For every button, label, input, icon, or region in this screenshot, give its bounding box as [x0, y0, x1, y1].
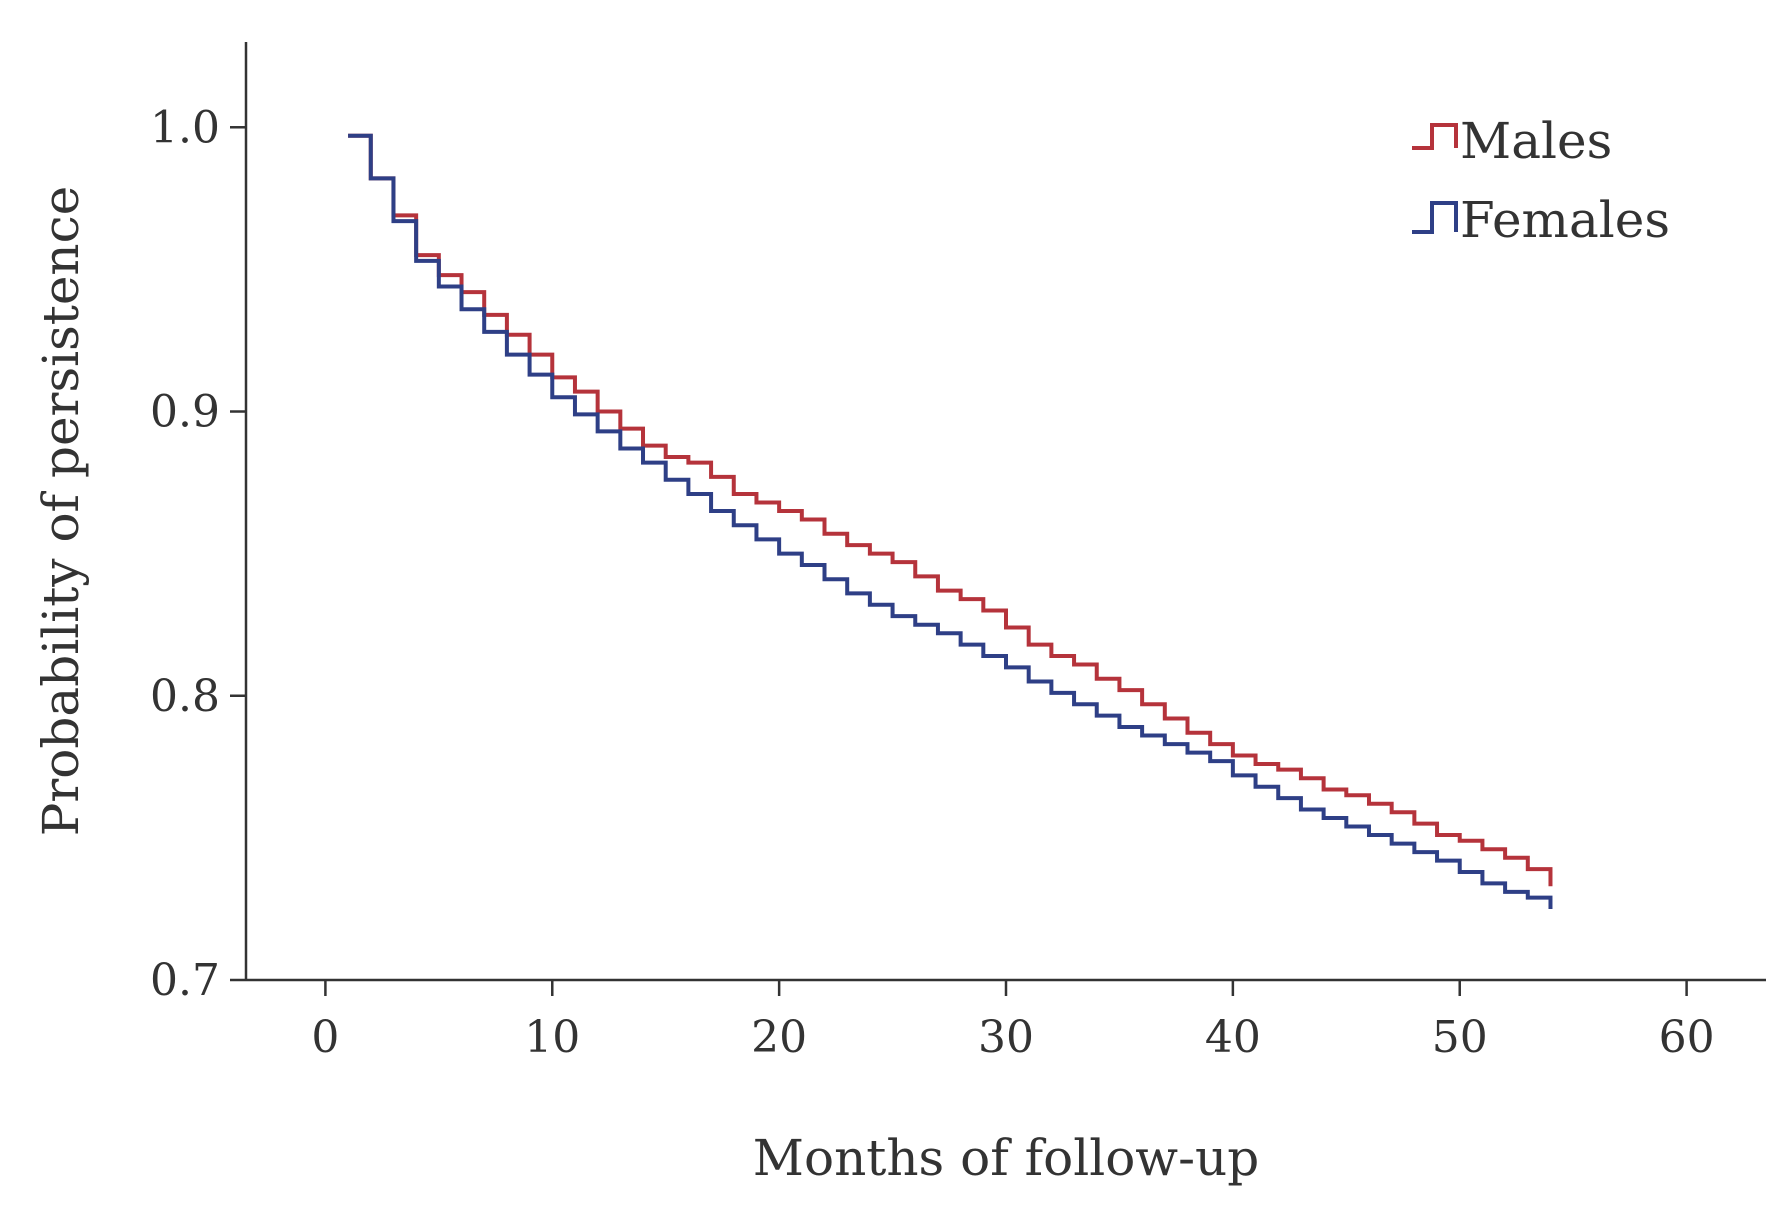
legend-label-males: Males — [1460, 112, 1612, 170]
axes-layer — [244, 42, 1766, 982]
x-tick-label: 30 — [978, 1012, 1034, 1063]
x-tick-label: 0 — [311, 1012, 339, 1063]
legend-swatch-females — [1412, 201, 1458, 234]
x-tick-label: 50 — [1432, 1012, 1488, 1063]
y-tick-label: 0.7 — [150, 955, 220, 1006]
y-tick-label: 1.0 — [150, 102, 220, 153]
legend-item-females: Females — [1412, 191, 1670, 249]
series-line-females — [348, 133, 1553, 909]
y-tick-label: 0.9 — [150, 387, 220, 438]
x-tick-label: 40 — [1205, 1012, 1261, 1063]
y-tick-label: 0.8 — [150, 671, 220, 722]
x-tick-label: 60 — [1659, 1012, 1715, 1063]
ticks-layer: 0 10 20 30 40 50 60 0.7 0.8 0.9 1.0 — [150, 102, 1715, 1063]
series-line-males — [348, 133, 1553, 887]
y-axis-title: Probability of persistence — [32, 186, 90, 836]
legend-swatch-males — [1412, 123, 1458, 150]
x-tick-label: 20 — [751, 1012, 807, 1063]
series-layer — [348, 133, 1553, 909]
x-tick-label: 10 — [524, 1012, 580, 1063]
legend: Males Females — [1412, 112, 1670, 249]
legend-label-females: Females — [1460, 191, 1670, 249]
legend-item-males: Males — [1412, 112, 1612, 170]
x-axis-title: Months of follow-up — [753, 1129, 1259, 1187]
